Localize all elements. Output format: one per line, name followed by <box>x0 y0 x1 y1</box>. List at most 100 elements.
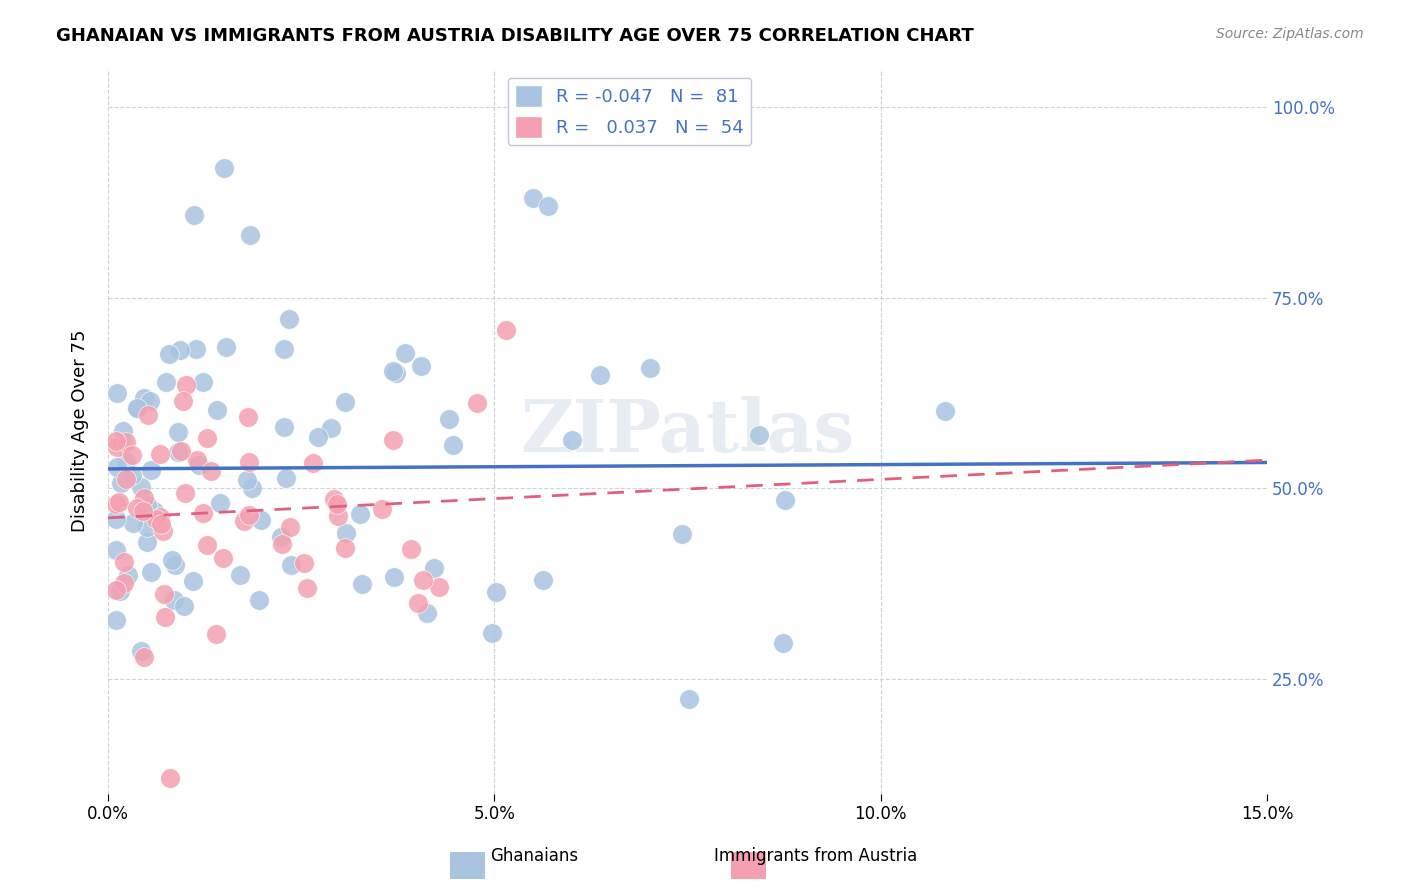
Point <box>191 506 214 520</box>
Point <box>229 568 252 582</box>
Point <box>136 498 159 512</box>
Point <box>437 412 460 426</box>
Point <box>132 650 155 665</box>
Point <box>183 208 205 222</box>
Y-axis label: Disability Age Over 75: Disability Age Over 75 <box>72 330 89 533</box>
Point <box>531 574 554 588</box>
Point <box>238 455 260 469</box>
Point <box>335 525 357 540</box>
Point <box>149 510 172 524</box>
Point <box>485 584 508 599</box>
Point <box>274 471 297 485</box>
Point <box>184 342 207 356</box>
Point <box>385 366 408 380</box>
Point <box>352 576 374 591</box>
Point <box>211 551 233 566</box>
Point <box>212 161 235 175</box>
Point <box>561 433 583 447</box>
Point <box>307 430 329 444</box>
Point <box>129 479 152 493</box>
Point <box>250 513 273 527</box>
Point <box>589 368 612 382</box>
Point <box>326 508 349 523</box>
Point <box>152 524 174 538</box>
Point <box>522 191 544 205</box>
Point <box>150 516 173 531</box>
Point <box>170 444 193 458</box>
Point <box>169 343 191 358</box>
Point <box>159 772 181 786</box>
Point <box>671 527 693 541</box>
Point <box>105 459 128 474</box>
Point <box>187 458 209 472</box>
Point <box>186 453 208 467</box>
Point <box>441 438 464 452</box>
Legend: R = -0.047   N =  81, R =   0.037   N =  54: R = -0.047 N = 81, R = 0.037 N = 54 <box>508 78 751 145</box>
Point <box>115 455 138 469</box>
Point <box>112 555 135 569</box>
Point <box>139 463 162 477</box>
Point <box>416 606 439 620</box>
Point <box>174 378 197 392</box>
Point <box>495 323 517 337</box>
Point <box>122 516 145 530</box>
Point <box>125 401 148 415</box>
Point <box>277 312 299 326</box>
Point <box>238 508 260 522</box>
Point <box>302 456 325 470</box>
Point <box>149 447 172 461</box>
Point <box>104 582 127 597</box>
Text: ZIPatlas: ZIPatlas <box>520 395 855 467</box>
Point <box>181 574 204 588</box>
Point <box>136 409 159 423</box>
Point <box>112 576 135 591</box>
Point <box>104 434 127 448</box>
Point <box>108 495 131 509</box>
Point <box>381 364 404 378</box>
Text: Source: ZipAtlas.com: Source: ZipAtlas.com <box>1216 27 1364 41</box>
Point <box>155 375 177 389</box>
Point <box>129 644 152 658</box>
Text: Immigrants from Austria: Immigrants from Austria <box>714 847 917 865</box>
Point <box>127 401 149 416</box>
Point <box>239 228 262 243</box>
Point <box>214 340 236 354</box>
Point <box>423 561 446 575</box>
Point <box>132 391 155 405</box>
Point <box>145 512 167 526</box>
Point <box>382 433 405 447</box>
Point <box>191 375 214 389</box>
Point <box>125 500 148 515</box>
Point <box>200 464 222 478</box>
Point <box>121 468 143 483</box>
Point <box>173 599 195 614</box>
Point <box>163 558 186 573</box>
Point <box>349 507 371 521</box>
Point <box>236 473 259 487</box>
Point <box>157 347 180 361</box>
Point <box>773 492 796 507</box>
Point <box>111 424 134 438</box>
Point <box>934 404 956 418</box>
Point <box>160 553 183 567</box>
Point <box>270 530 292 544</box>
Point <box>638 361 661 376</box>
Point <box>323 491 346 506</box>
Point <box>204 627 226 641</box>
Point <box>319 421 342 435</box>
Point <box>114 472 136 486</box>
Point <box>108 583 131 598</box>
Point <box>104 613 127 627</box>
Point <box>197 538 219 552</box>
Point <box>382 570 405 584</box>
Point <box>208 495 231 509</box>
Text: Ghanaians: Ghanaians <box>491 847 578 865</box>
Point <box>406 596 429 610</box>
Point <box>401 542 423 557</box>
Point <box>143 504 166 518</box>
Point <box>167 425 190 440</box>
Point <box>110 476 132 491</box>
Point <box>333 395 356 409</box>
Point <box>153 587 176 601</box>
Point <box>295 581 318 595</box>
